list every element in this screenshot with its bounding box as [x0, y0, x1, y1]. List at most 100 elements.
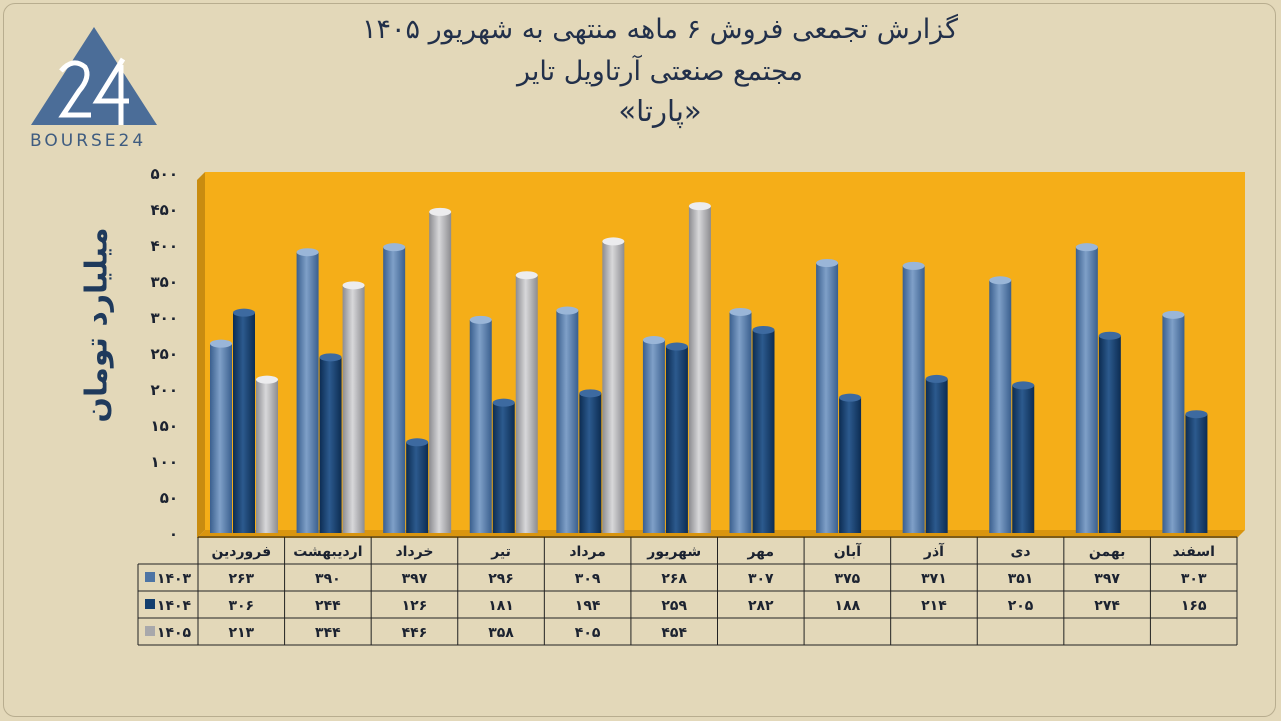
category-label: آذر [923, 542, 945, 560]
legend-swatch-۱۴۰۵ [145, 626, 155, 636]
bar-۱۴۰۳ [902, 265, 925, 533]
bar-۱۴۰۳ [383, 247, 406, 533]
data-label-۱۴۰۳: ۳۰۷ [748, 571, 774, 587]
bar-top-۱۴۰۴ [1098, 331, 1121, 340]
logo-text: BOURSE24 [30, 131, 147, 151]
bar-top-۱۴۰۴ [839, 393, 862, 402]
bar-top-۱۴۰۵ [515, 271, 538, 280]
data-label-۱۴۰۵: ۳۴۴ [315, 625, 341, 641]
data-label-۱۴۰۴: ۱۶۵ [1181, 598, 1207, 614]
bar-top-۱۴۰۴ [1185, 410, 1208, 419]
bar-۱۴۰۵ [602, 241, 625, 533]
bar-۱۴۰۳ [642, 340, 665, 533]
data-label-۱۴۰۴: ۱۲۶ [402, 598, 428, 614]
bar-۱۴۰۵ [342, 285, 365, 533]
bar-۱۴۰۳ [210, 343, 232, 533]
bar-۱۴۰۴ [1012, 385, 1035, 533]
bar-top-۱۴۰۳ [210, 339, 232, 348]
bar-۱۴۰۴ [406, 442, 429, 533]
data-label-۱۴۰۳: ۳۹۷ [402, 571, 428, 587]
bar-۱۴۰۴ [665, 346, 688, 533]
data-label-۱۴۰۵: ۴۴۶ [402, 625, 428, 641]
bar-۱۴۰۳ [469, 319, 492, 533]
category-label: تیر [490, 544, 511, 560]
category-label: بهمن [1089, 544, 1125, 560]
data-label-۱۴۰۴: ۲۸۲ [748, 598, 774, 614]
bar-top-۱۴۰۳ [642, 336, 665, 345]
data-label-۱۴۰۴: ۱۸۱ [488, 598, 514, 614]
category-label: دی [1011, 544, 1031, 560]
bar-top-۱۴۰۳ [816, 259, 839, 267]
bar-۱۴۰۳ [989, 280, 1012, 533]
chart-subtitle: مجتمع صنعتی آرتاویل تایر [517, 56, 803, 87]
bar-۱۴۰۴ [233, 312, 255, 533]
legend-swatch-۱۴۰۳ [145, 572, 155, 582]
bar-۱۴۰۴ [492, 402, 515, 533]
bar-top-۱۴۰۳ [1162, 310, 1185, 319]
y-tick-label: ۳۵۰ [151, 273, 178, 291]
data-label-۱۴۰۴: ۳۰۶ [228, 598, 254, 614]
bar-۱۴۰۴ [752, 329, 775, 533]
bar-۱۴۰۴ [1098, 335, 1121, 533]
category-label: مهر [746, 544, 774, 560]
bar-top-۱۴۰۵ [342, 281, 365, 290]
data-label-۱۴۰۵: ۲۱۳ [228, 625, 254, 641]
data-label-۱۴۰۳: ۲۶۳ [228, 571, 254, 587]
bar-top-۱۴۰۵ [688, 202, 711, 211]
y-tick-label: ۴۵۰ [151, 201, 178, 219]
data-label-۱۴۰۳: ۲۹۶ [488, 571, 514, 587]
bar-top-۱۴۰۴ [925, 374, 948, 383]
category-label: خرداد [395, 544, 433, 560]
category-label: شهریور [646, 544, 701, 560]
bar-top-۱۴۰۳ [1075, 243, 1098, 252]
bar-top-۱۴۰۳ [989, 276, 1012, 285]
bar-۱۴۰۴ [925, 378, 948, 533]
bar-top-۱۴۰۴ [492, 398, 515, 407]
bar-۱۴۰۳ [816, 263, 839, 533]
category-label: مرداد [569, 544, 606, 560]
y-tick-label: ۲۰۰ [151, 381, 178, 399]
bar-top-۱۴۰۴ [1012, 381, 1035, 390]
bar-top-۱۴۰۳ [296, 248, 319, 257]
y-tick-label: ۱۰۰ [151, 453, 178, 471]
y-tick-label: ۰ [169, 525, 178, 543]
data-label-۱۴۰۴: ۲۴۴ [315, 598, 341, 614]
bar-top-۱۴۰۳ [902, 261, 925, 270]
y-tick-label: ۱۵۰ [151, 417, 178, 435]
bar-۱۴۰۵ [688, 206, 711, 533]
chart-company-name: «پارتا» [618, 94, 702, 128]
data-label-۱۴۰۳: ۳۷۵ [835, 571, 861, 587]
data-label-۱۴۰۳: ۳۰۳ [1181, 571, 1207, 587]
bar-top-۱۴۰۳ [469, 315, 492, 324]
bar-top-۱۴۰۴ [752, 325, 775, 334]
bar-top-۱۴۰۵ [602, 237, 625, 246]
data-label-۱۴۰۳: ۳۵۱ [1008, 571, 1034, 587]
bar-top-۱۴۰۴ [319, 353, 342, 362]
data-label-۱۴۰۴: ۲۵۹ [661, 598, 687, 614]
y-tick-label: ۲۵۰ [151, 345, 178, 363]
data-label-۱۴۰۴: ۲۱۴ [921, 598, 947, 614]
legend-swatch-۱۴۰۴ [145, 599, 155, 609]
chart-title: گزارش تجمعی فروش ۶ ماهه منتهی به شهریور … [362, 14, 958, 45]
data-label-۱۴۰۴: ۱۸۸ [835, 598, 861, 614]
data-label-۱۴۰۳: ۳۰۹ [575, 571, 601, 587]
bar-۱۴۰۵ [515, 275, 538, 533]
bar-۱۴۰۳ [556, 310, 579, 533]
data-label-۱۴۰۳: ۳۹۰ [315, 571, 341, 587]
y-tick-label: ۴۰۰ [151, 237, 178, 255]
category-label: فروردین [211, 544, 271, 560]
data-label-۱۴۰۳: ۳۷۱ [921, 571, 947, 587]
data-label-۱۴۰۵: ۳۵۸ [488, 625, 514, 641]
bar-top-۱۴۰۳ [729, 307, 752, 316]
bar-۱۴۰۴ [319, 357, 342, 533]
bar-top-۱۴۰۵ [429, 207, 452, 216]
category-label: اردیبهشت [293, 544, 362, 560]
bar-۱۴۰۳ [296, 252, 319, 533]
bar-۱۴۰۵ [256, 379, 278, 533]
bar-top-۱۴۰۴ [233, 308, 255, 317]
bar-top-۱۴۰۴ [406, 438, 429, 447]
bar-۱۴۰۴ [579, 393, 602, 533]
bar-۱۴۰۳ [729, 311, 752, 533]
y-tick-label: ۵۰۰ [151, 165, 178, 183]
